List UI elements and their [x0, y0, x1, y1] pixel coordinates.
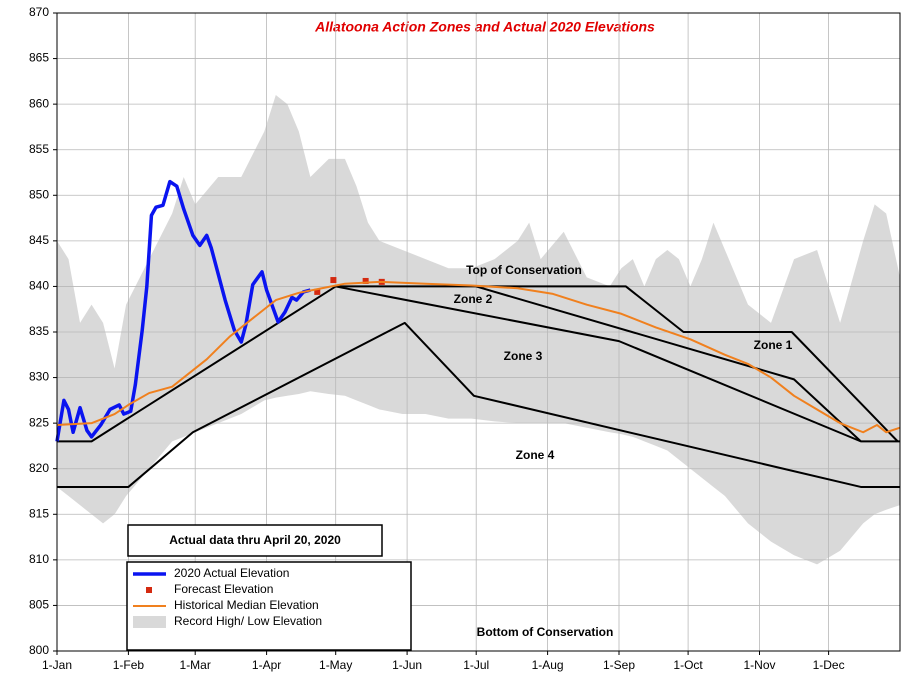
- median-line: [56, 280, 901, 434]
- x-tick-label: 1-Dec: [813, 658, 845, 672]
- legend-swatch: [146, 587, 152, 593]
- forecast-point: [314, 288, 321, 295]
- y-tick-label: 870: [29, 5, 49, 19]
- annotation: Zone 3: [504, 349, 543, 363]
- y-tick-label: 830: [29, 370, 49, 384]
- x-tick-label: 1-May: [319, 658, 352, 672]
- y-tick-label: 800: [29, 643, 49, 657]
- y-tick-label: 820: [29, 461, 49, 475]
- x-tick-label: 1-Jan: [42, 658, 72, 672]
- y-tick-label: 815: [29, 506, 49, 520]
- legend-label: Historical Median Elevation: [174, 598, 319, 612]
- y-tick-label: 855: [29, 142, 49, 156]
- legend-label: Forecast Elevation: [174, 582, 273, 596]
- y-tick-label: 840: [29, 279, 49, 293]
- zone-boundary: [475, 285, 862, 443]
- annotation: Top of Conservation: [466, 263, 582, 277]
- x-tick-label: 1-Sep: [603, 658, 635, 672]
- annotation: Zone 4: [516, 448, 555, 462]
- annotation: Bottom of Conservation: [477, 625, 614, 639]
- note: Actual data thru April 20, 2020: [169, 533, 341, 547]
- record-band: [57, 95, 900, 565]
- y-tick-label: 835: [29, 324, 49, 338]
- y-tick-label: 825: [29, 415, 49, 429]
- actual-line: [55, 179, 311, 442]
- legend-label: Record High/ Low Elevation: [174, 614, 322, 628]
- legend-label: 2020 Actual Elevation: [174, 566, 289, 580]
- x-tick-label: 1-Aug: [532, 658, 564, 672]
- y-tick-label: 805: [29, 598, 49, 612]
- x-tick-label: 1-Nov: [743, 658, 775, 672]
- x-tick-label: 1-Feb: [113, 658, 145, 672]
- x-tick-label: 1-Oct: [673, 658, 703, 672]
- x-tick-label: 1-Mar: [180, 658, 211, 672]
- x-tick-label: 1-Apr: [252, 658, 281, 672]
- y-tick-label: 865: [29, 51, 49, 65]
- x-tick-label: 1-Jun: [392, 658, 422, 672]
- legend-box: [126, 561, 412, 651]
- y-tick-label: 845: [29, 233, 49, 247]
- forecast-point: [330, 277, 337, 284]
- note-box: [127, 524, 383, 557]
- y-tick-label: 810: [29, 552, 49, 566]
- annotation: Zone 2: [454, 292, 493, 306]
- forecast-point: [362, 277, 369, 284]
- x-tick-label: 1-Jul: [463, 658, 489, 672]
- chart-title: Allatoona Action Zones and Actual 2020 E…: [314, 19, 655, 35]
- zone-boundary: [335, 285, 900, 443]
- zone-boundary: [57, 285, 899, 443]
- annotation: Zone 1: [754, 338, 793, 352]
- legend-swatch: [133, 616, 166, 628]
- zone-boundary: [57, 321, 900, 488]
- y-tick-label: 860: [29, 96, 49, 110]
- y-tick-label: 850: [29, 187, 49, 201]
- plot-frame: [56, 12, 901, 652]
